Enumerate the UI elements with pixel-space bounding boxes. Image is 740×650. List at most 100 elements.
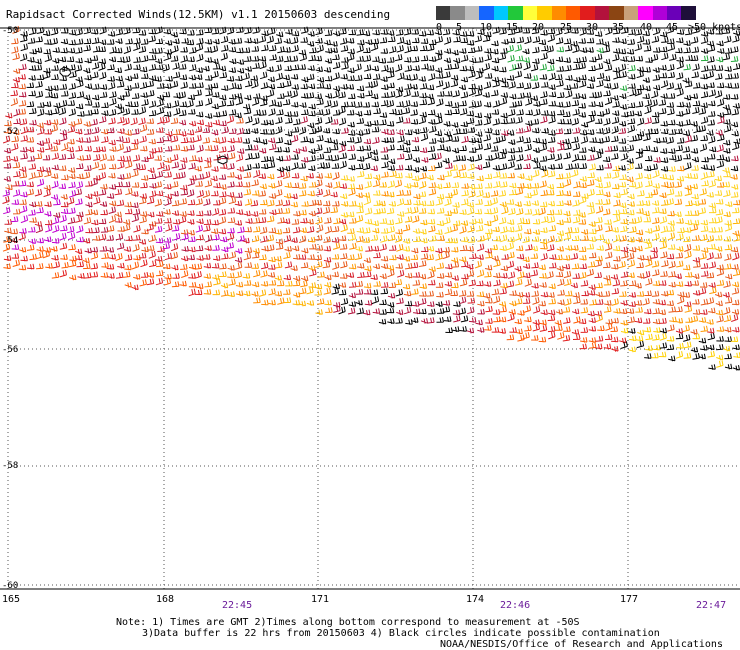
wind-barb (675, 333, 684, 340)
wind-barb (500, 118, 508, 125)
wind-barb (690, 134, 698, 142)
wind-barb (66, 146, 74, 153)
scale-swatch (464, 6, 480, 20)
wind-barb (570, 82, 579, 89)
wind-barb (348, 130, 356, 136)
wind-barb (492, 100, 501, 108)
wind-barb (619, 337, 627, 344)
wind-barb (410, 73, 418, 81)
wind-barb (434, 29, 442, 36)
wind-barb (100, 183, 108, 190)
wind-barb (90, 271, 99, 278)
wind-barb (187, 219, 195, 225)
wind-barb (141, 55, 149, 63)
wind-barb (683, 236, 691, 243)
wind-barb (108, 82, 116, 90)
wind-barb (581, 229, 589, 235)
wind-barb (292, 226, 301, 234)
wind-barb (499, 97, 508, 106)
wind-barb (84, 74, 92, 81)
wind-barb (284, 90, 292, 97)
wind-barb (498, 190, 507, 197)
wind-barb (91, 62, 100, 70)
wind-barb (627, 236, 635, 243)
wind-barb (178, 91, 186, 99)
wind-barb (373, 174, 381, 181)
wind-barb (99, 84, 108, 90)
wind-barb (340, 261, 348, 269)
wind-barb (683, 227, 692, 233)
wind-barb (517, 310, 525, 316)
wind-barb (418, 30, 427, 37)
wind-barb (37, 102, 45, 108)
wind-barb (219, 110, 228, 117)
wind-barb (732, 103, 740, 109)
wind-barb (75, 57, 83, 64)
wind-barb (124, 201, 132, 208)
wind-barb (260, 119, 269, 126)
wind-barb (516, 253, 525, 260)
wind-barb (565, 227, 573, 234)
wind-barb (420, 219, 428, 226)
wind-barb (411, 145, 420, 152)
wind-barb (427, 145, 436, 153)
wind-barb (309, 128, 317, 135)
wind-barb (35, 81, 43, 88)
wind-barb (563, 317, 571, 324)
wind-barb (460, 76, 469, 83)
wind-barb (124, 254, 133, 261)
wind-barb (619, 291, 627, 297)
wind-barb (267, 128, 275, 135)
wind-barb (540, 29, 548, 36)
wind-barb (628, 280, 637, 287)
wind-barb (613, 199, 621, 207)
wind-barb (435, 183, 443, 190)
wind-barb (562, 306, 571, 313)
wind-barb (155, 255, 163, 262)
wind-barb (123, 246, 132, 252)
wind-barb (619, 202, 627, 209)
wind-barb (442, 251, 450, 260)
wind-barb (508, 189, 517, 196)
wind-barb (412, 175, 420, 182)
wind-barb (299, 53, 307, 62)
wind-barb (266, 215, 275, 223)
wind-barb (235, 154, 244, 162)
wind-barb (219, 263, 227, 270)
wind-barb (714, 190, 723, 196)
wind-barb (218, 228, 227, 235)
wind-barb (213, 278, 221, 286)
wind-barb (290, 36, 299, 45)
wind-barb (172, 71, 181, 79)
wind-barb (114, 47, 123, 54)
wind-barb (324, 137, 332, 144)
wind-barb (516, 154, 524, 162)
wind-barb (563, 38, 572, 45)
wind-barb (196, 255, 204, 261)
wind-barb (2, 135, 11, 144)
wind-barb (556, 265, 564, 272)
wind-barb (283, 193, 292, 199)
wind-barb (165, 130, 173, 137)
wind-barb (300, 217, 308, 224)
wind-barb (187, 94, 196, 101)
wind-barb (450, 164, 458, 171)
wind-barb (325, 116, 333, 124)
wind-barb (395, 289, 403, 297)
wind-barb (652, 233, 660, 241)
wind-barb (539, 143, 548, 152)
wind-barb (531, 200, 540, 206)
wind-barb (75, 76, 83, 83)
wind-barb (348, 153, 356, 160)
wind-barb (644, 155, 653, 162)
wind-barb (146, 223, 154, 232)
wind-barb (634, 216, 643, 224)
wind-barb (716, 279, 725, 286)
wind-barb (540, 253, 548, 261)
wind-barb (532, 137, 541, 144)
wind-barb (84, 247, 92, 254)
wind-barb (492, 118, 500, 126)
wind-barb (13, 170, 21, 178)
wind-barb (668, 129, 677, 135)
wind-barb (179, 28, 187, 35)
